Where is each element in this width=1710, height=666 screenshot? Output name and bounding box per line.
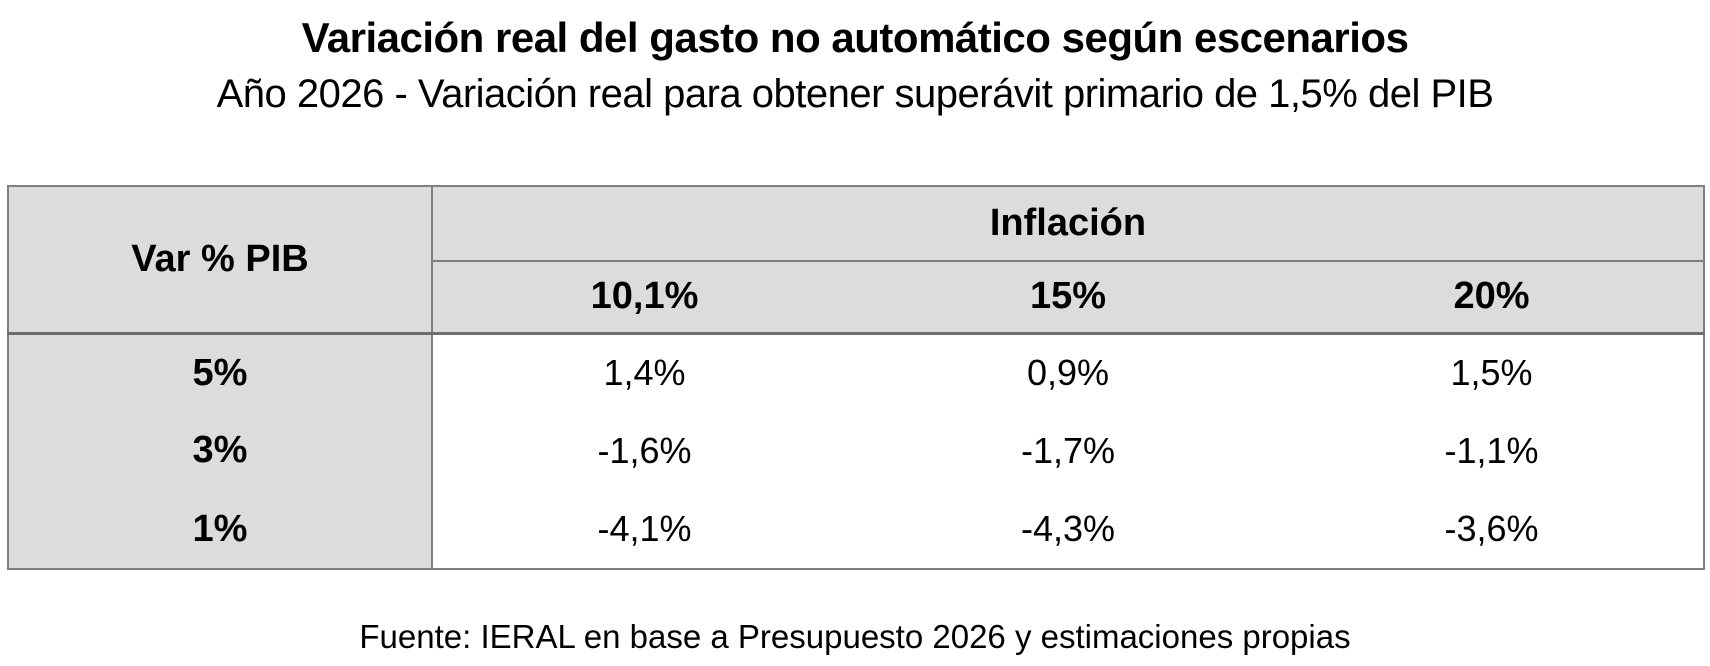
source-note: Fuente: IERAL en base a Presupuesto 2026… xyxy=(359,618,1351,655)
chart-title: Variación real del gasto no automático s… xyxy=(301,14,1409,61)
col-header-inflacion-10-1: 10,1% xyxy=(432,261,856,335)
value-cell: 1,5% xyxy=(1280,333,1704,412)
value-cell: 0,9% xyxy=(856,333,1280,412)
scenario-table: Var % PIB Inflación 10,1% 15% 20% 5% 1,4… xyxy=(7,185,1705,570)
col-header-row: 10,1% 15% 20% xyxy=(8,261,1704,335)
row-label-cell: 5% xyxy=(8,333,433,412)
col-dimension-header: Inflación xyxy=(432,186,1704,262)
value-cell: -1,1% xyxy=(1280,411,1704,491)
table-row: 3% -1,6% -1,7% -1,1% xyxy=(8,411,1704,491)
value-cell: -1,7% xyxy=(856,411,1280,491)
col-header-inflacion-15: 15% xyxy=(856,261,1280,335)
group-header-row: Var % PIB Inflación xyxy=(8,186,1704,335)
row-label-cell: 3% xyxy=(8,411,433,491)
col-header-inflacion-20: 20% xyxy=(1280,261,1704,335)
table-row: 1% -4,1% -4,3% -3,6% xyxy=(8,490,1704,569)
value-cell: -4,3% xyxy=(856,490,1280,569)
chart-subtitle: Año 2026 - Variación real para obtener s… xyxy=(216,72,1494,116)
value-cell: 1,4% xyxy=(432,333,856,412)
row-label-cell: 1% xyxy=(8,490,433,569)
value-cell: -4,1% xyxy=(432,490,856,569)
row-dimension-header: Var % PIB xyxy=(8,186,433,335)
table-row: 5% 1,4% 0,9% 1,5% xyxy=(8,333,1704,412)
value-cell: -3,6% xyxy=(1280,490,1704,569)
value-cell: -1,6% xyxy=(432,411,856,491)
